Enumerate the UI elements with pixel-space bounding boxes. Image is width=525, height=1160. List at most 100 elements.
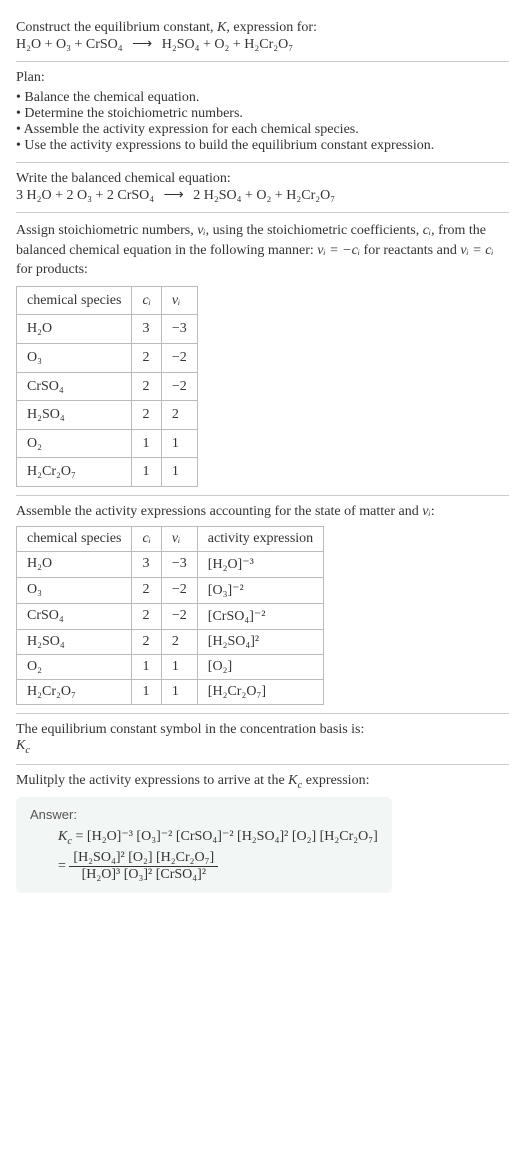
balanced-reaction: 3 H₂O + 2 O₃ + 2 CrSO₄ ⟶ 2 H₂SO₄ + O₂ + …: [16, 187, 509, 204]
text: , expression for:: [226, 20, 317, 35]
relation: νᵢ = cᵢ: [460, 243, 493, 258]
cell: 1: [161, 429, 197, 458]
col-nu: νᵢ: [161, 526, 197, 551]
text: for reactants and: [360, 243, 460, 258]
cell: 2: [132, 577, 161, 603]
answer-expression: Kc = [H₂O]⁻³ [O₃]⁻² [CrSO₄]⁻² [H₂SO₄]² […: [58, 828, 378, 847]
table-row: H₂SO₄22[H₂SO₄]²: [17, 629, 324, 654]
multiply-section: Mulitply the activity expressions to arr…: [16, 765, 509, 902]
table-header-row: chemical species cᵢ νᵢ activity expressi…: [17, 526, 324, 551]
kc-symbol: Kc: [58, 829, 72, 844]
table-row: O₃2−2[O₃]⁻²: [17, 577, 324, 603]
cell: [H₂O]⁻³: [197, 551, 323, 577]
cell: H₂SO₄: [17, 401, 132, 430]
cell: [O₂]: [197, 654, 323, 679]
cell: O₂: [17, 429, 132, 458]
cell: 2: [132, 372, 161, 401]
plan-item: Determine the stoichiometric numbers.: [16, 106, 509, 122]
cell: 3: [132, 551, 161, 577]
equals: =: [72, 829, 87, 844]
problem-line: Construct the equilibrium constant, K, e…: [16, 20, 509, 36]
col-species: chemical species: [17, 526, 132, 551]
cell: −3: [161, 551, 197, 577]
table-header-row: chemical species cᵢ νᵢ: [17, 286, 198, 315]
reaction-arrow-icon: ⟶: [132, 37, 152, 52]
text: The equilibrium constant symbol in the c…: [16, 722, 509, 738]
equals: =: [58, 859, 69, 874]
answer-box: Answer: Kc = [H₂O]⁻³ [O₃]⁻² [CrSO₄]⁻² [H…: [16, 797, 392, 894]
balanced-section: Write the balanced chemical equation: 3 …: [16, 163, 509, 212]
col-ci: cᵢ: [132, 286, 161, 315]
text: Construct the equilibrium constant,: [16, 20, 217, 35]
cell: H₂Cr₂O₇: [17, 679, 132, 704]
cell: 2: [161, 629, 197, 654]
cell: 1: [161, 654, 197, 679]
reaction-rhs: H₂SO₄ + O₂ + H₂Cr₂O₇: [162, 37, 293, 52]
col-ci: cᵢ: [132, 526, 161, 551]
numerator: [H₂SO₄]² [O₂] [H₂Cr₂O₇]: [69, 850, 218, 867]
denominator: [H₂O]³ [O₃]² [CrSO₄]²: [69, 867, 218, 883]
cell: 1: [132, 458, 161, 487]
cell: −2: [161, 343, 197, 372]
balanced-title: Write the balanced chemical equation:: [16, 171, 509, 187]
activity-section: Assemble the activity expressions accoun…: [16, 496, 509, 713]
cell: [O₃]⁻²: [197, 577, 323, 603]
flat-product: [H₂O]⁻³ [O₃]⁻² [CrSO₄]⁻² [H₂SO₄]² [O₂] […: [87, 829, 378, 844]
cell: [H₂Cr₂O₇]: [197, 679, 323, 704]
cell: 2: [132, 343, 161, 372]
table-row: H₂SO₄22: [17, 401, 198, 430]
nu-symbol: νᵢ: [422, 504, 430, 519]
answer-fraction-line: = [H₂SO₄]² [O₂] [H₂Cr₂O₇] [H₂O]³ [O₃]² […: [58, 850, 378, 883]
balanced-rhs: 2 H₂SO₄ + O₂ + H₂Cr₂O₇: [193, 188, 335, 203]
cell: 3: [132, 315, 161, 344]
cell: −2: [161, 603, 197, 629]
cell: H₂O: [17, 315, 132, 344]
text: Assemble the activity expressions accoun…: [16, 504, 422, 519]
cell: H₂O: [17, 551, 132, 577]
cell: CrSO₄: [17, 372, 132, 401]
cell: 1: [132, 679, 161, 704]
col-species: chemical species: [17, 286, 132, 315]
kc-symbol: Kc: [16, 738, 509, 756]
cell: 1: [161, 458, 197, 487]
stoich-table: chemical species cᵢ νᵢ H₂O3−3 O₃2−2 CrSO…: [16, 286, 198, 487]
cell: 2: [132, 603, 161, 629]
text: , using the stoichiometric coefficients,: [206, 223, 423, 238]
cell: −3: [161, 315, 197, 344]
table-row: H₂Cr₂O₇11[H₂Cr₂O₇]: [17, 679, 324, 704]
cell: [CrSO₄]⁻²: [197, 603, 323, 629]
ci-symbol: cᵢ: [423, 223, 431, 238]
cell: 2: [161, 401, 197, 430]
unbalanced-reaction: H₂O + O₃ + CrSO₄ ⟶ H₂SO₄ + O₂ + H₂Cr₂O₇: [16, 36, 509, 53]
cell: H₂SO₄: [17, 629, 132, 654]
plan-item: Balance the chemical equation.: [16, 90, 509, 106]
cell: 2: [132, 629, 161, 654]
text: Assign stoichiometric numbers,: [16, 223, 197, 238]
cell: CrSO₄: [17, 603, 132, 629]
text: for products:: [16, 262, 88, 277]
table-row: O₃2−2: [17, 343, 198, 372]
fraction: [H₂SO₄]² [O₂] [H₂Cr₂O₇] [H₂O]³ [O₃]² [Cr…: [69, 850, 218, 883]
activity-table: chemical species cᵢ νᵢ activity expressi…: [16, 526, 324, 705]
cell: O₃: [17, 577, 132, 603]
nu-symbol: νᵢ: [197, 223, 205, 238]
col-activity: activity expression: [197, 526, 323, 551]
cell: [H₂SO₄]²: [197, 629, 323, 654]
cell: 2: [132, 401, 161, 430]
reaction-lhs: H₂O + O₃ + CrSO₄: [16, 37, 123, 52]
balanced-lhs: 3 H₂O + 2 O₃ + 2 CrSO₄: [16, 188, 154, 203]
plan-item: Assemble the activity expression for eac…: [16, 122, 509, 138]
k-symbol: K: [217, 20, 226, 35]
kc-symbol-section: The equilibrium constant symbol in the c…: [16, 714, 509, 764]
assign-section: Assign stoichiometric numbers, νᵢ, using…: [16, 213, 509, 495]
cell: −2: [161, 577, 197, 603]
plan-list: Balance the chemical equation. Determine…: [16, 90, 509, 154]
cell: O₂: [17, 654, 132, 679]
cell: 1: [161, 679, 197, 704]
plan-title: Plan:: [16, 70, 509, 86]
text: :: [431, 504, 435, 519]
text: Mulitply the activity expressions to arr…: [16, 773, 288, 788]
table-row: CrSO₄2−2: [17, 372, 198, 401]
cell: H₂Cr₂O₇: [17, 458, 132, 487]
table-row: O₂11[O₂]: [17, 654, 324, 679]
